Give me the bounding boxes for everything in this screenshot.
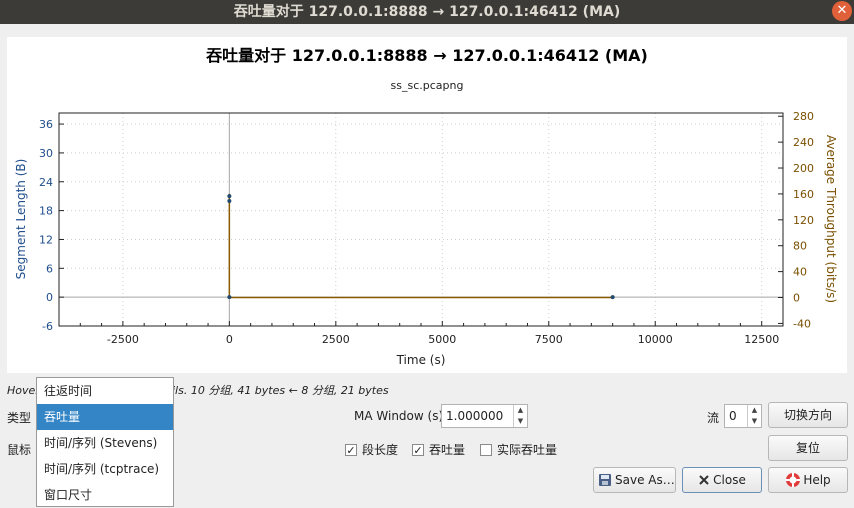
chart-title: 吞吐量对于 127.0.0.1:8888 → 127.0.0.1:46412 (… xyxy=(206,46,648,65)
x-tick-label: 7500 xyxy=(535,333,563,346)
close-button[interactable]: Close xyxy=(682,467,762,493)
throughput-checkbox[interactable]: ✓ 吞吐量 xyxy=(412,441,465,458)
ma-window-spinner[interactable]: ▲ ▼ xyxy=(513,405,527,427)
y-tick-label: -6 xyxy=(42,320,53,333)
type-option-throughput[interactable]: 吞吐量 xyxy=(37,404,173,430)
help-button[interactable]: Help xyxy=(768,467,848,493)
y-tick-label: 24 xyxy=(39,176,53,189)
stream-spinner[interactable]: ▲ ▼ xyxy=(747,405,761,427)
goodput-checkbox[interactable]: 实际吞吐量 xyxy=(480,441,557,458)
x-tick-label: 5000 xyxy=(428,333,456,346)
close-label: Close xyxy=(713,473,746,487)
y2-axis-label: Average Throughput (bits/s) xyxy=(824,135,838,303)
segment-point xyxy=(610,295,615,300)
type-option-tcptrace[interactable]: 时间/序列 (tcptrace) xyxy=(44,462,160,476)
segment-point xyxy=(227,295,232,300)
segment-length-label: 段长度 xyxy=(362,443,399,457)
goodput-check-icon xyxy=(480,443,492,456)
chart-subtitle: ss_sc.pcapng xyxy=(391,79,464,92)
y2-tick-label: 80 xyxy=(793,240,807,253)
y-tick-label: 30 xyxy=(39,147,53,160)
segment-point xyxy=(227,194,232,199)
segment-length-check-icon: ✓ xyxy=(345,443,357,457)
stream-value: 0 xyxy=(729,409,737,423)
x-tick-label: 2500 xyxy=(322,333,350,346)
y2-tick-label: 40 xyxy=(793,266,807,279)
save-as-button[interactable]: Save As… xyxy=(593,467,676,493)
help-icon xyxy=(786,473,801,487)
window-close-icon[interactable]: ✕ xyxy=(832,1,852,21)
y-tick-label: 6 xyxy=(46,262,53,275)
y-tick-label: 36 xyxy=(39,118,53,131)
segment-point xyxy=(227,198,232,203)
goodput-label: 实际吞吐量 xyxy=(497,443,558,457)
switch-direction-button[interactable]: 切换方向 xyxy=(768,402,848,428)
ma-window-label: MA Window (s) xyxy=(354,409,444,423)
stream-label: 流 xyxy=(707,411,720,425)
type-dropdown-list[interactable]: 往返时间 吞吐量 时间/序列 (Stevens) 时间/序列 (tcptrace… xyxy=(36,377,174,507)
x-tick-label: -2500 xyxy=(107,333,139,346)
throughput-chart[interactable]: 吞吐量对于 127.0.0.1:8888 → 127.0.0.1:46412 (… xyxy=(7,37,847,373)
segment-length-checkbox[interactable]: ✓ 段长度 xyxy=(345,441,398,458)
y2-tick-label: 160 xyxy=(793,188,814,201)
y2-tick-label: 240 xyxy=(793,136,814,149)
throughput-line xyxy=(228,193,613,299)
plot-frame xyxy=(58,112,784,327)
type-option-window-size[interactable]: 窗口尺寸 xyxy=(44,488,93,502)
window-title: 吞吐量对于 127.0.0.1:8888 → 127.0.0.1:46412 (… xyxy=(233,4,621,20)
help-label: Help xyxy=(803,473,831,487)
x-tick-label: 0 xyxy=(226,333,233,346)
save-as-label: Save As… xyxy=(615,473,675,487)
window-titlebar: 吞吐量对于 127.0.0.1:8888 → 127.0.0.1:46412 (… xyxy=(0,0,854,24)
y2-tick-label: 0 xyxy=(793,292,800,305)
y-tick-label: 18 xyxy=(39,205,53,218)
throughput-check-icon: ✓ xyxy=(412,443,424,457)
y2-tick-label: 120 xyxy=(793,214,814,227)
y-tick-label: 12 xyxy=(39,233,53,246)
ma-window-value: 1.000000 xyxy=(446,409,504,423)
y2-tick-label: -40 xyxy=(793,317,811,330)
graph-plot-area[interactable]: 吞吐量对于 127.0.0.1:8888 → 127.0.0.1:46412 (… xyxy=(7,37,847,373)
y2-tick-label: 280 xyxy=(793,110,814,123)
y-axis-label: Segment Length (B) xyxy=(14,159,28,280)
save-icon xyxy=(599,474,611,486)
reset-button[interactable]: 复位 xyxy=(768,435,848,461)
x-axis-label: Time (s) xyxy=(396,353,446,367)
type-option-rtt[interactable]: 往返时间 xyxy=(44,384,93,398)
type-option-stevens[interactable]: 时间/序列 (Stevens) xyxy=(44,436,158,450)
type-label: 类型 xyxy=(7,411,32,425)
ma-window-input[interactable]: 1.000000 ▲ ▼ xyxy=(441,404,528,428)
x-tick-label: 10000 xyxy=(638,333,673,346)
throughput-label: 吞吐量 xyxy=(429,443,466,457)
y2-tick-label: 200 xyxy=(793,162,814,175)
x-tick-label: 12500 xyxy=(744,333,779,346)
close-icon xyxy=(699,475,709,485)
y-tick-label: 0 xyxy=(46,291,53,304)
mouse-label: 鼠标 xyxy=(7,443,32,457)
stream-input[interactable]: 0 ▲ ▼ xyxy=(724,404,762,428)
